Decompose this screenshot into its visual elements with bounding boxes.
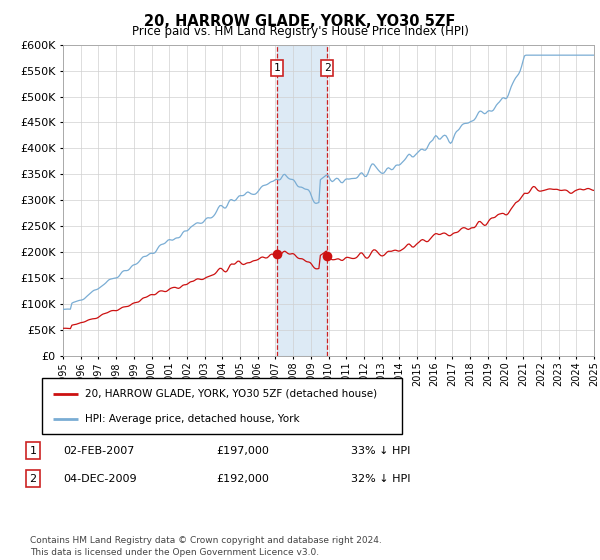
Text: 33% ↓ HPI: 33% ↓ HPI bbox=[351, 446, 410, 456]
Text: HPI: Average price, detached house, York: HPI: Average price, detached house, York bbox=[85, 414, 300, 424]
Text: 20, HARROW GLADE, YORK, YO30 5ZF (detached house): 20, HARROW GLADE, YORK, YO30 5ZF (detach… bbox=[85, 389, 377, 399]
Text: 20, HARROW GLADE, YORK, YO30 5ZF: 20, HARROW GLADE, YORK, YO30 5ZF bbox=[145, 14, 455, 29]
Bar bbox=[277, 45, 327, 356]
Text: 32% ↓ HPI: 32% ↓ HPI bbox=[351, 474, 410, 484]
Text: £192,000: £192,000 bbox=[216, 474, 269, 484]
Text: £197,000: £197,000 bbox=[216, 446, 269, 456]
Text: 02-FEB-2007: 02-FEB-2007 bbox=[63, 446, 134, 456]
Text: Price paid vs. HM Land Registry's House Price Index (HPI): Price paid vs. HM Land Registry's House … bbox=[131, 25, 469, 38]
Text: 04-DEC-2009: 04-DEC-2009 bbox=[63, 474, 137, 484]
Text: Contains HM Land Registry data © Crown copyright and database right 2024.
This d: Contains HM Land Registry data © Crown c… bbox=[30, 536, 382, 557]
Text: 2: 2 bbox=[29, 474, 37, 484]
Text: 2: 2 bbox=[324, 63, 331, 73]
Text: 1: 1 bbox=[274, 63, 280, 73]
Text: 1: 1 bbox=[29, 446, 37, 456]
